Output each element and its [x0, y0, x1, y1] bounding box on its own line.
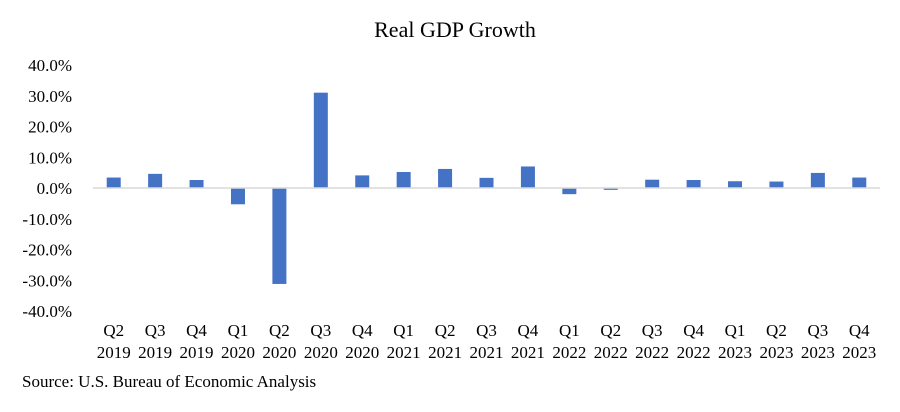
bar: [148, 173, 163, 188]
bar: [728, 181, 743, 188]
bar: [603, 188, 618, 190]
x-tick-label-quarter: Q4: [518, 321, 539, 340]
bar: [355, 175, 370, 188]
bar: [396, 172, 411, 188]
x-tick-label-year: 2022: [677, 343, 711, 362]
x-tick-label-quarter: Q2: [103, 321, 124, 340]
x-tick-label-quarter: Q3: [145, 321, 166, 340]
bar: [272, 188, 287, 284]
x-tick-label-year: 2019: [138, 343, 172, 362]
y-tick-label: 30.0%: [28, 87, 72, 106]
y-tick-label: 20.0%: [28, 118, 72, 137]
x-tick-label-quarter: Q3: [807, 321, 828, 340]
x-tick-label-quarter: Q1: [725, 321, 746, 340]
x-tick-label-quarter: Q4: [186, 321, 207, 340]
y-tick-label: 0.0%: [37, 179, 72, 198]
bar: [313, 92, 328, 188]
bar: [852, 177, 867, 188]
source-note: Source: U.S. Bureau of Economic Analysis: [22, 372, 317, 391]
bars: [106, 92, 867, 284]
y-tick-label: 40.0%: [28, 56, 72, 75]
x-tick-label-year: 2020: [304, 343, 338, 362]
y-tick-label: -10.0%: [22, 210, 72, 229]
x-tick-label-quarter: Q1: [559, 321, 580, 340]
x-axis-labels: Q2 2019 Q3 2019 Q4 2019 Q1 2020 Q2 2020 Q3 2020 Q4 20…: [97, 321, 877, 362]
x-tick-label-year: 2021: [470, 343, 504, 362]
x-tick-label-year: 2023: [759, 343, 793, 362]
bar: [686, 180, 701, 188]
x-tick-label-year: 2022: [552, 343, 586, 362]
x-tick-label-year: 2023: [842, 343, 876, 362]
x-tick-label-quarter: Q2: [600, 321, 621, 340]
x-tick-label-quarter: Q4: [849, 321, 870, 340]
x-tick-label-quarter: Q4: [683, 321, 704, 340]
x-tick-label-quarter: Q2: [435, 321, 456, 340]
x-tick-label-year: 2021: [428, 343, 462, 362]
y-axis-ticks: 40.0% 30.0% 20.0% 10.0% 0.0% -10.0% -20.0% -30.…: [22, 56, 72, 321]
x-tick-label-year: 2021: [387, 343, 421, 362]
x-tick-label-year: 2020: [262, 343, 296, 362]
bar: [520, 166, 535, 188]
bar: [769, 181, 784, 188]
chart-title: Real GDP Growth: [374, 17, 536, 42]
x-tick-label-year: 2022: [635, 343, 669, 362]
x-tick-label-quarter: Q3: [310, 321, 331, 340]
y-tick-label: 10.0%: [28, 148, 72, 167]
y-tick-label: -20.0%: [22, 241, 72, 260]
bar: [230, 188, 245, 205]
x-tick-label-quarter: Q2: [269, 321, 290, 340]
bar: [810, 172, 825, 188]
bar: [189, 180, 204, 188]
x-tick-label-year: 2022: [594, 343, 628, 362]
x-tick-label-quarter: Q3: [476, 321, 497, 340]
x-tick-label-year: 2019: [97, 343, 131, 362]
x-tick-label-year: 2019: [180, 343, 214, 362]
bar: [645, 179, 660, 188]
x-tick-label-quarter: Q3: [642, 321, 663, 340]
bar: [479, 177, 494, 188]
bar: [106, 177, 121, 188]
x-tick-label-year: 2021: [511, 343, 545, 362]
x-tick-label-quarter: Q4: [352, 321, 373, 340]
x-tick-label-quarter: Q1: [228, 321, 249, 340]
x-tick-label-year: 2020: [221, 343, 255, 362]
y-tick-label: -40.0%: [22, 302, 72, 321]
x-tick-label-quarter: Q2: [766, 321, 787, 340]
bar: [438, 168, 453, 188]
bar: [562, 188, 577, 195]
x-tick-label-quarter: Q1: [393, 321, 414, 340]
x-tick-label-year: 2023: [801, 343, 835, 362]
x-tick-label-year: 2020: [345, 343, 379, 362]
x-tick-label-year: 2023: [718, 343, 752, 362]
y-tick-label: -30.0%: [22, 271, 72, 290]
